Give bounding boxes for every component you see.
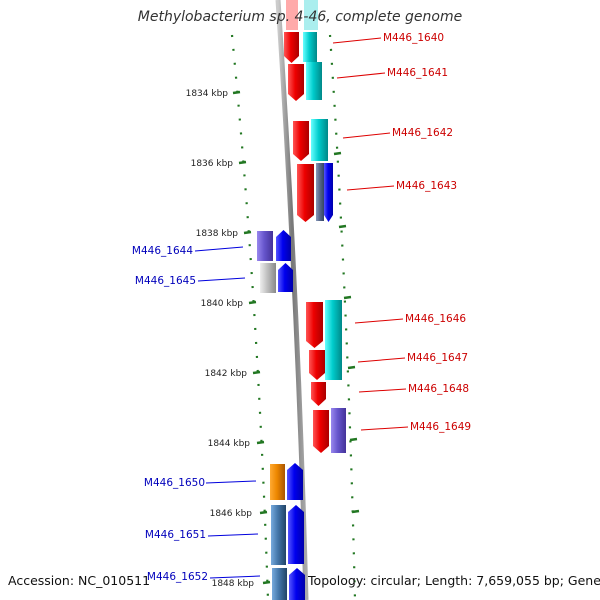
- gene-arrow[interactable]: [293, 121, 309, 161]
- cog-block: [304, 0, 318, 30]
- gene-label[interactable]: M446_1646: [405, 313, 466, 325]
- tick-label: 1840 kbp: [201, 299, 244, 309]
- gene-label[interactable]: M446_1650: [144, 477, 205, 489]
- gene-arrow[interactable]: [311, 382, 326, 406]
- map-title: Methylobacterium sp. 4-46, complete geno…: [137, 9, 463, 25]
- gene-arrow[interactable]: [324, 163, 333, 222]
- gene-arrow[interactable]: [309, 350, 325, 380]
- gene-arrow[interactable]: [313, 410, 329, 453]
- gene-label[interactable]: M446_1640: [383, 32, 444, 44]
- reverse-gene-leaders: [194, 246, 261, 579]
- gene-label[interactable]: M446_1652: [147, 571, 208, 583]
- gene-label[interactable]: M446_1644: [132, 245, 193, 257]
- tick-label: 1838 kbp: [196, 229, 239, 239]
- gene-label[interactable]: M446_1641: [387, 67, 448, 79]
- cog-block: [303, 32, 317, 62]
- tick-label: 1844 kbp: [208, 439, 251, 449]
- cog-block: [270, 464, 285, 500]
- cog-block: [260, 263, 276, 293]
- gene-label[interactable]: M446_1651: [145, 529, 206, 541]
- cog-block: [257, 231, 273, 261]
- gene-label[interactable]: M446_1642: [392, 127, 453, 139]
- cog-block: [272, 568, 287, 600]
- cog-block: [316, 163, 324, 221]
- topology-text: Topology: circular; Length: 7,659,055 bp…: [308, 573, 600, 588]
- tick-labels: 1834 kbp 1836 kbp 1838 kbp 1840 kbp 1842…: [186, 89, 255, 589]
- cog-block: [325, 300, 342, 380]
- gene-arrow[interactable]: [289, 568, 305, 600]
- forward-strand-genes: [284, 0, 346, 453]
- gene-arrow[interactable]: [287, 463, 303, 500]
- cog-block: [311, 119, 328, 161]
- gene-label[interactable]: M446_1647: [407, 352, 468, 364]
- reverse-gene-labels: M446_1644 M446_1645 M446_1650 M446_1651 …: [132, 245, 208, 583]
- cog-block: [271, 505, 286, 565]
- gene-label[interactable]: M446_1649: [410, 421, 471, 433]
- tick-label: 1834 kbp: [186, 89, 229, 99]
- reverse-strand-genes: [257, 230, 305, 600]
- gene-arrow[interactable]: [306, 302, 323, 348]
- tick-label: 1848 kbp: [212, 579, 255, 589]
- gene-label[interactable]: M446_1645: [135, 275, 196, 287]
- cog-block: [306, 62, 322, 100]
- tick-marks: [232, 90, 360, 585]
- gene-arrow[interactable]: [278, 263, 293, 292]
- accession-text: Accession: NC_010511: [8, 573, 151, 588]
- forward-gene-leaders: [332, 37, 409, 431]
- forward-gene-labels: M446_1640 M446_1641 M446_1642 M446_1643 …: [383, 32, 471, 433]
- gene-arrow[interactable]: [288, 505, 304, 564]
- gene-arrow[interactable]: [284, 32, 299, 63]
- gene-label[interactable]: M446_1648: [408, 383, 469, 395]
- cog-block: [331, 408, 346, 453]
- gene-arrow[interactable]: [288, 64, 304, 101]
- tick-label: 1836 kbp: [191, 159, 234, 169]
- tick-label: 1846 kbp: [210, 509, 253, 519]
- map-footer: Accession: NC_010511 Topology: circular;…: [8, 573, 600, 588]
- gene-arrow[interactable]: [286, 0, 298, 30]
- gene-arrow[interactable]: [276, 230, 291, 261]
- gene-label[interactable]: M446_1643: [396, 180, 457, 192]
- gene-arrow[interactable]: [297, 164, 314, 222]
- tick-label: 1842 kbp: [205, 369, 248, 379]
